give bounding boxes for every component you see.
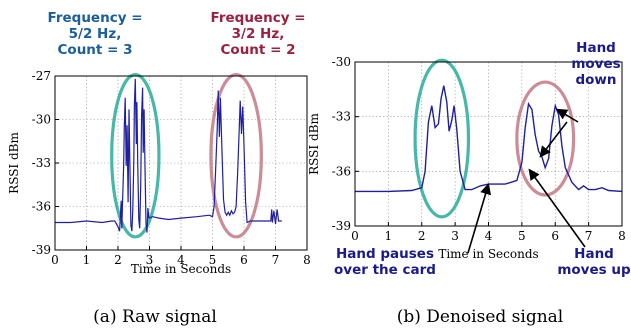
- denoised-x-tick-label: 2: [418, 229, 426, 243]
- raw-caption: (a) Raw signal: [93, 307, 217, 327]
- denoised-signal-line: [355, 85, 623, 193]
- denoised-annotation-line: over the card: [334, 262, 436, 278]
- raw-annotation-line: Frequency =: [47, 10, 142, 26]
- denoised-annotation-up: Hand moves up: [557, 246, 631, 278]
- raw-annotation-right: Frequency = 3/2 Hz, Count = 2: [210, 10, 305, 58]
- raw-y-tick-label: -36: [32, 200, 51, 214]
- denoised-y-tick-label: -39: [332, 219, 351, 233]
- denoised-annotation-pause: Hand pauses over the card: [334, 246, 436, 278]
- raw-y-tick-label: -27: [32, 69, 51, 83]
- raw-ellipses: [110, 72, 263, 239]
- denoised-ellipses: [413, 58, 576, 219]
- raw-annotation-line: 3/2 Hz,: [232, 26, 285, 42]
- denoised-y-ticks: -39 -36 -33 -30: [332, 55, 359, 233]
- denoised-annotation-line: moves: [571, 56, 620, 72]
- denoised-annotation-arrow: [539, 121, 568, 158]
- denoised-annotation-arrow: [528, 168, 586, 248]
- raw-y-tick-label: -39: [32, 243, 51, 257]
- denoised-signal-chart: 0 1 2 3 4 5 6 7 8 -39 -36 -33 -30 Time in Seconds R…: [307, 40, 631, 327]
- raw-highlight-ellipse-1: [209, 72, 263, 239]
- raw-signal-chart: 0 1 2 3 4 5 6 7 8 -39 -36 -33 -30 -27 Time in Second…: [7, 10, 311, 327]
- raw-y-ticks: -39 -36 -33 -30 -27: [32, 69, 59, 257]
- raw-annotation-line: Count = 3: [58, 42, 133, 58]
- raw-y-tick-label: -33: [32, 156, 51, 170]
- raw-x-tick-label: 4: [177, 253, 185, 267]
- raw-annotation-left: Frequency = 5/2 Hz, Count = 3: [47, 10, 142, 58]
- denoised-grid: [355, 62, 622, 226]
- denoised-annotation-line: moves up: [557, 262, 631, 278]
- denoised-y-tick-label: -36: [332, 164, 351, 178]
- raw-annotation-line: Frequency =: [210, 10, 305, 26]
- denoised-x-tick-label: 3: [451, 229, 459, 243]
- denoised-x-tick-label: 0: [351, 229, 359, 243]
- denoised-caption: (b) Denoised signal: [397, 307, 564, 327]
- raw-y-axis-label: RSSI dBm: [7, 132, 21, 194]
- denoised-x-tick-label: 4: [485, 229, 493, 243]
- denoised-x-tick-label: 6: [551, 229, 559, 243]
- denoised-x-tick-label: 8: [618, 229, 626, 243]
- raw-x-tick-label: 7: [272, 253, 280, 267]
- denoised-annotation-line: Hand: [574, 246, 614, 262]
- raw-x-tick-label: 6: [240, 253, 248, 267]
- denoised-y-tick-label: -30: [332, 55, 351, 69]
- denoised-annotation-line: Hand: [576, 40, 616, 56]
- denoised-annotation-line: down: [575, 72, 616, 88]
- denoised-x-tick-label: 1: [385, 229, 393, 243]
- raw-highlight-ellipse-0: [110, 72, 161, 239]
- denoised-arrows: [467, 108, 586, 254]
- denoised-x-ticks: 0 1 2 3 4 5 6 7 8: [351, 222, 626, 243]
- raw-grid: [55, 76, 307, 250]
- raw-x-tick-label: 8: [303, 253, 311, 267]
- denoised-y-tick-label: -33: [332, 110, 351, 124]
- denoised-x-axis-label: Time in Seconds: [438, 247, 538, 261]
- raw-annotation-line: Count = 2: [221, 42, 296, 58]
- denoised-annotation-arrow: [555, 108, 579, 123]
- denoised-x-tick-label: 5: [518, 229, 526, 243]
- raw-x-tick-label: 2: [114, 253, 122, 267]
- raw-y-tick-label: -30: [32, 113, 51, 127]
- denoised-x-tick-label: 7: [585, 229, 593, 243]
- raw-x-tick-label: 0: [51, 253, 59, 267]
- denoised-annotation-arrow: [467, 183, 491, 254]
- raw-x-tick-label: 1: [83, 253, 91, 267]
- denoised-annotation-line: Hand pauses: [336, 246, 434, 262]
- raw-annotation-line: 5/2 Hz,: [69, 26, 122, 42]
- denoised-highlight-ellipse-1: [515, 80, 576, 197]
- raw-x-ticks: 0 1 2 3 4 5 6 7 8: [51, 246, 311, 267]
- raw-x-tick-label: 3: [146, 253, 154, 267]
- raw-x-axis-label: Time in Seconds: [131, 262, 231, 276]
- raw-signal-line: [55, 78, 282, 233]
- denoised-highlight-ellipse-0: [413, 58, 471, 219]
- denoised-annotation-down: Hand moves down: [571, 40, 620, 88]
- raw-x-tick-label: 5: [209, 253, 217, 267]
- denoised-y-axis-label: RSSI dBm: [307, 113, 321, 175]
